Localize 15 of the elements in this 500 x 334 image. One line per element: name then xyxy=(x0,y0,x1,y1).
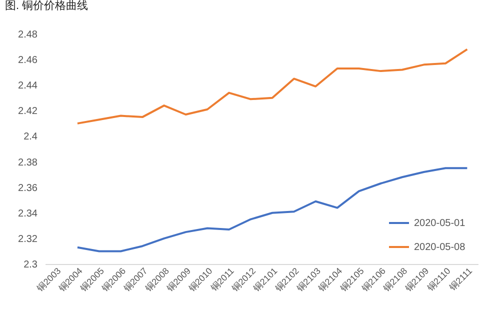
y-tick-label: 2.46 xyxy=(18,55,38,66)
line-series xyxy=(76,48,468,124)
y-tick-label: 2.4 xyxy=(24,132,38,143)
y-tick-label: 2.36 xyxy=(18,182,38,194)
y-tick-label: 2.32 xyxy=(18,234,38,245)
y-tick-label: 2.44 xyxy=(18,80,38,92)
line-series xyxy=(76,167,468,252)
y-tick-label: 2.38 xyxy=(18,157,38,168)
y-tick-label: 2.48 xyxy=(18,30,38,40)
legend-label: 2020-05-08 xyxy=(414,242,466,253)
chart-title: 图. 铜价价格曲线 xyxy=(5,0,88,12)
legend-label: 2020-05-01 xyxy=(414,218,466,229)
y-tick-label: 2.3 xyxy=(24,260,38,270)
y-tick-label: 2.42 xyxy=(18,106,38,118)
y-tick-label: 2.34 xyxy=(18,208,38,220)
